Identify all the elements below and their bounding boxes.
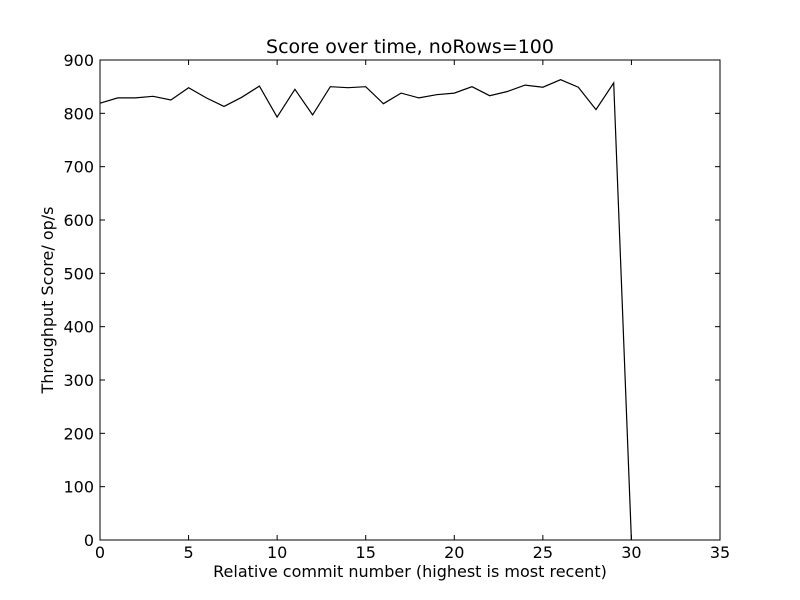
y-tick-label: 0 [84, 531, 94, 550]
y-tick-label: 400 [63, 318, 94, 337]
x-tick-label: 5 [183, 543, 193, 562]
y-tick-label: 300 [63, 371, 94, 390]
y-tick-label: 900 [63, 51, 94, 70]
x-tick-label: 25 [533, 543, 553, 562]
x-axis-ticks: 0 5 10 15 20 25 30 35 [95, 60, 730, 562]
series-layer [99, 79, 632, 541]
y-tick-label: 100 [63, 478, 94, 497]
y-tick-label: 800 [63, 104, 94, 123]
x-tick-label: 15 [356, 543, 376, 562]
y-tick-label: 500 [63, 264, 94, 283]
y-tick-label: 200 [63, 424, 94, 443]
x-tick-label: 10 [267, 543, 287, 562]
y-tick-label: 600 [63, 211, 94, 230]
y-tick-label: 700 [63, 158, 94, 177]
y-axis-title: Throughput Score/ op/s [38, 207, 57, 395]
y-axis-ticks: 0 100 200 300 400 500 600 700 800 900 [63, 51, 720, 550]
x-axis-title: Relative commit number (highest is most … [213, 562, 607, 581]
series-line [99, 79, 632, 541]
x-tick-label: 35 [710, 543, 730, 562]
chart-title: Score over time, noRows=100 [266, 36, 554, 58]
plot-frame [99, 59, 721, 541]
x-tick-label: 20 [444, 543, 464, 562]
x-tick-label: 0 [95, 543, 105, 562]
x-tick-label: 30 [621, 543, 641, 562]
